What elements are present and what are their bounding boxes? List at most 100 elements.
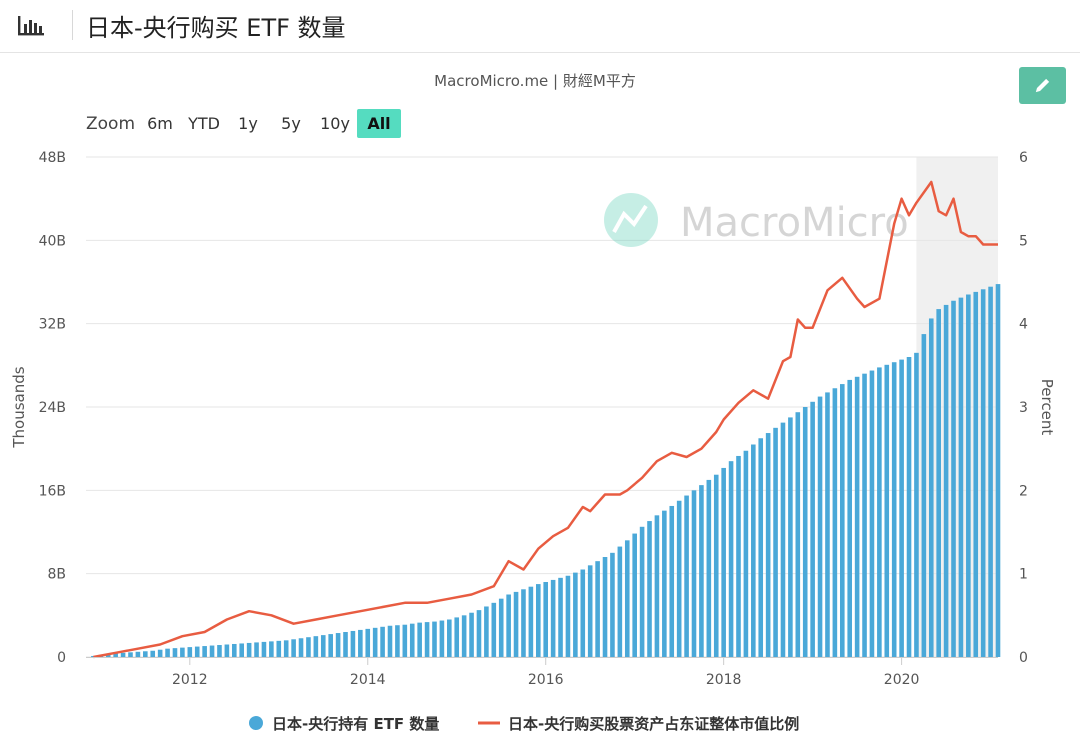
bar: [847, 379, 853, 657]
zoom-1y-button[interactable]: 1y: [234, 109, 262, 138]
bar: [291, 639, 296, 657]
bar: [395, 625, 400, 657]
bar-chart-icon: [18, 16, 44, 36]
bar: [365, 628, 371, 657]
bar: [202, 646, 207, 657]
bar: [254, 642, 259, 657]
y-axis-right-tick: 0: [1019, 650, 1028, 666]
y-axis-left-label: Thousands: [10, 366, 28, 448]
bar: [669, 505, 675, 657]
bar: [966, 294, 971, 657]
bar: [150, 650, 156, 657]
bar: [313, 636, 319, 657]
bar: [409, 623, 415, 657]
bar: [773, 427, 778, 657]
bar: [632, 533, 637, 657]
bar: [306, 637, 311, 657]
header-divider: [72, 10, 73, 40]
zoom-5y-button[interactable]: 5y: [277, 109, 305, 138]
bar: [231, 643, 237, 657]
bar: [180, 647, 185, 657]
bar: [610, 552, 615, 657]
bar: [128, 652, 133, 657]
bar: [854, 376, 860, 657]
x-axis-tick: 2018: [706, 672, 742, 688]
bar: [113, 653, 118, 657]
legend-label: 日本-央行持有 ETF 数量: [272, 714, 440, 733]
header: 日本-央行购买 ETF 数量: [0, 0, 1080, 53]
y-axis-right-tick: 4: [1019, 317, 1028, 333]
legend-item-etf-holdings[interactable]: 日本-央行持有 ETF 数量: [246, 710, 439, 736]
bar: [283, 640, 289, 657]
watermark: MacroMicro: [604, 193, 909, 247]
bar: [476, 610, 482, 657]
zoom-ytd-button[interactable]: YTD: [184, 109, 224, 138]
bar: [914, 352, 919, 657]
bar: [936, 309, 941, 657]
bar: [973, 291, 979, 657]
bar: [358, 629, 363, 657]
x-axis-tick: 2014: [350, 672, 386, 688]
bar: [877, 367, 882, 657]
bar: [958, 297, 964, 657]
bar: [721, 467, 726, 657]
bar: [699, 485, 704, 657]
bar: [869, 370, 875, 657]
bar: [269, 641, 274, 657]
edit-button[interactable]: [1019, 67, 1066, 104]
bar: [194, 646, 200, 657]
legend-item-market-ratio[interactable]: 日本-央行购买股票资产占东证整体市值比例: [476, 710, 799, 736]
chart-panel: MacroMicro MacroMicro.me | 財經M平方 0 8B 16B 2…: [0, 53, 1080, 750]
bar: [528, 586, 534, 657]
bar: [906, 357, 912, 657]
bar: [454, 617, 460, 657]
chart-subtitle: MacroMicro.me | 財經M平方: [434, 72, 636, 90]
bar: [684, 495, 689, 657]
legend: 日本-央行持有 ETF 数量 日本-央行购买股票资产占东证整体市值比例: [0, 710, 1080, 736]
y-axis-right-tick: 3: [1019, 400, 1028, 416]
bar: [402, 624, 408, 657]
bar-series: [91, 284, 1001, 657]
bar: [624, 540, 630, 657]
line-series: [93, 180, 998, 659]
bar: [751, 444, 756, 657]
legend-label: 日本-央行购买股票资产占东证整体市值比例: [508, 714, 800, 733]
x-axis-tick: 2012: [172, 672, 208, 688]
bar: [521, 589, 526, 657]
bar: [884, 364, 890, 657]
zoom-10y-button[interactable]: 10y: [318, 109, 352, 138]
bar: [706, 479, 712, 657]
bar: [862, 373, 867, 657]
page-title: 日本-央行购买 ETF 数量: [86, 14, 346, 42]
bar: [728, 461, 734, 657]
watermark-logo-mark: [612, 204, 648, 233]
bar: [439, 620, 445, 657]
bar: [825, 392, 830, 657]
zoom-all-button[interactable]: All: [357, 109, 401, 138]
bar: [224, 644, 230, 657]
y-axis-left-tick: 16B: [39, 483, 66, 499]
bar: [165, 648, 170, 657]
bar: [602, 557, 608, 657]
bar: [432, 621, 437, 657]
bar: [543, 582, 549, 657]
bar: [795, 412, 801, 657]
bar: [387, 625, 393, 657]
y-axis-right-tick: 2: [1019, 483, 1028, 499]
y-axis-right-label: Percent: [1038, 379, 1056, 436]
bar: [328, 634, 333, 657]
bar: [573, 572, 578, 657]
bar: [647, 521, 652, 657]
y-axis-left-tick: 40B: [39, 233, 66, 249]
bar: [172, 648, 178, 657]
bar: [469, 612, 474, 657]
bar: [120, 652, 126, 657]
bar: [209, 645, 215, 657]
bar: [276, 640, 282, 657]
bar: [988, 286, 993, 657]
watermark-text: MacroMicro: [680, 200, 909, 246]
bar: [550, 579, 556, 657]
bar: [535, 584, 541, 657]
zoom-6m-button[interactable]: 6m: [144, 109, 176, 138]
bar: [928, 318, 934, 657]
